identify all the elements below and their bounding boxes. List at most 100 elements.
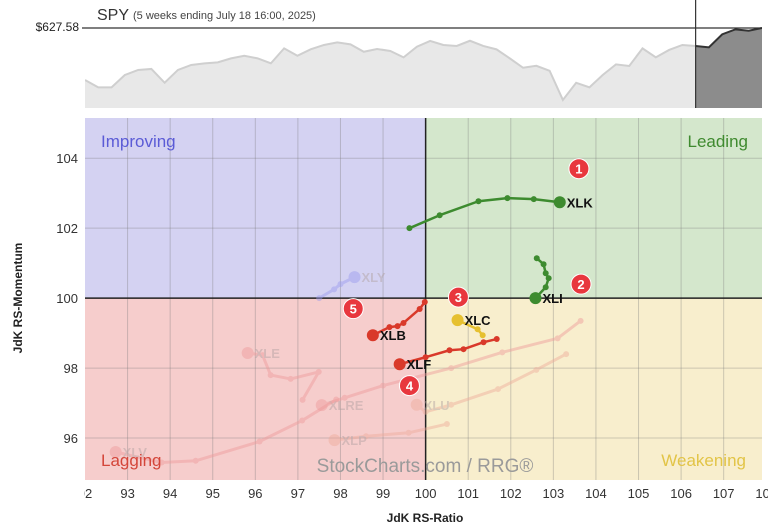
tail-point <box>540 261 547 268</box>
badge-number: 3 <box>455 290 462 305</box>
badge-number: 4 <box>406 379 414 394</box>
tail-xle[interactable]: XLE <box>241 346 322 403</box>
tail-point <box>331 286 338 293</box>
tail-point <box>259 352 266 359</box>
tail-xli[interactable]: XLI <box>529 255 563 306</box>
tail-point <box>443 421 450 428</box>
annotation-badge-3: 3 <box>447 286 469 308</box>
badge-circle <box>342 298 364 320</box>
tail-point <box>474 326 481 333</box>
y-tick-label: 98 <box>64 361 78 376</box>
tail-xlu[interactable]: XLU <box>410 351 570 415</box>
tail-point <box>542 270 549 277</box>
tail-xly[interactable]: XLY <box>316 270 386 302</box>
tail-point <box>267 372 274 379</box>
x-tick-label: 98 <box>333 486 347 501</box>
x-tick-label: 94 <box>163 486 177 501</box>
x-tick-label: 105 <box>628 486 650 501</box>
y-tick-label: 96 <box>64 431 78 446</box>
tail-point <box>192 457 199 464</box>
tail-line <box>333 422 449 442</box>
tail-point <box>475 198 482 205</box>
tail-head-point <box>366 329 379 342</box>
spy-subtitle: (5 weeks ending July 18 16:00, 2025) <box>133 10 316 22</box>
tail-head-point <box>109 446 122 459</box>
quadrant-label-lagging: Lagging <box>101 451 162 470</box>
tail-point <box>363 433 370 440</box>
badge-circle <box>447 286 469 308</box>
quadrant-weakening <box>425 298 762 480</box>
tail-point <box>316 295 323 302</box>
tail-xlf[interactable]: XLF <box>393 336 500 372</box>
tail-xlv[interactable]: XLV <box>109 396 340 466</box>
tail-point <box>421 298 428 305</box>
x-tick-label: 103 <box>543 486 565 501</box>
quadrant-lagging <box>85 298 426 480</box>
symbol-label: XLY <box>362 270 386 285</box>
symbol-label: XLP <box>342 433 368 448</box>
spy-window-line <box>695 27 762 49</box>
x-tick-label: 99 <box>376 486 390 501</box>
annotation-badge-2: 2 <box>570 273 592 295</box>
x-tick-label: 95 <box>206 486 220 501</box>
tail-head-point <box>393 358 406 371</box>
tail-head-point <box>315 399 328 412</box>
tail-head-point <box>348 271 361 284</box>
x-tick-label: 106 <box>670 486 692 501</box>
tail-point <box>554 335 561 342</box>
tail-point <box>333 396 340 403</box>
tail-point <box>479 332 486 339</box>
tail-point <box>400 319 407 326</box>
tail-point <box>299 396 306 403</box>
x-tick-label: 100 <box>415 486 437 501</box>
tail-point <box>530 196 537 203</box>
tail-line <box>320 319 583 407</box>
spy-price-panel: SPY (5 weeks ending July 18 16:00, 2025)… <box>36 0 762 108</box>
symbol-label: XLU <box>424 398 450 413</box>
tail-line <box>408 196 562 230</box>
symbol-label: XLC <box>465 313 492 328</box>
y-tick-label: 104 <box>56 151 78 166</box>
tail-point <box>256 438 263 445</box>
x-tick-label: 96 <box>248 486 262 501</box>
x-tick-label: 102 <box>500 486 522 501</box>
badge-number: 5 <box>350 302 357 317</box>
y-tick-label: 102 <box>56 221 78 236</box>
x-axis-title: JdK RS-Ratio <box>387 511 464 525</box>
tail-xlc[interactable]: XLC <box>451 313 492 339</box>
tail-line <box>317 275 357 300</box>
tail-point <box>405 429 412 436</box>
tail-line <box>114 398 338 465</box>
tail-point <box>422 408 429 415</box>
tail-head-point <box>410 398 423 411</box>
quadrant-leading <box>425 118 762 299</box>
x-tick-label: 101 <box>457 486 479 501</box>
tail-xlp[interactable]: XLP <box>328 421 450 448</box>
watermark: StockCharts.com / RRG® <box>317 456 534 477</box>
symbol-label: XLV <box>123 445 148 460</box>
tail-point <box>533 366 540 373</box>
symbol-label: XLB <box>380 328 406 343</box>
annotation-badge-4: 4 <box>398 375 420 397</box>
tail-xlb[interactable]: XLB <box>366 298 428 343</box>
annotation-badge-5: 5 <box>342 298 364 320</box>
x-tick-label: 93 <box>120 486 134 501</box>
quadrant-label-weakening: Weakening <box>661 451 746 470</box>
spy-title: SPY <box>97 7 129 24</box>
tail-point <box>341 394 348 401</box>
tail-point <box>422 354 429 361</box>
x-tick-label: 107 <box>713 486 735 501</box>
tail-xlk[interactable]: XLK <box>406 195 593 232</box>
tail-point <box>542 284 549 291</box>
spy-last-price: $627.58 <box>36 20 80 34</box>
y-axis-title: JdK RS-Momentum <box>11 243 25 354</box>
spy-window-area <box>695 28 762 108</box>
quadrant-label-leading: Leading <box>687 132 748 151</box>
tail-point <box>386 324 393 331</box>
x-tick-label: 104 <box>585 486 607 501</box>
tail-point <box>533 255 540 262</box>
tail-xlre[interactable]: XLRE <box>315 317 584 413</box>
annotation-badge-1: 1 <box>568 158 590 180</box>
tail-point <box>563 351 570 358</box>
